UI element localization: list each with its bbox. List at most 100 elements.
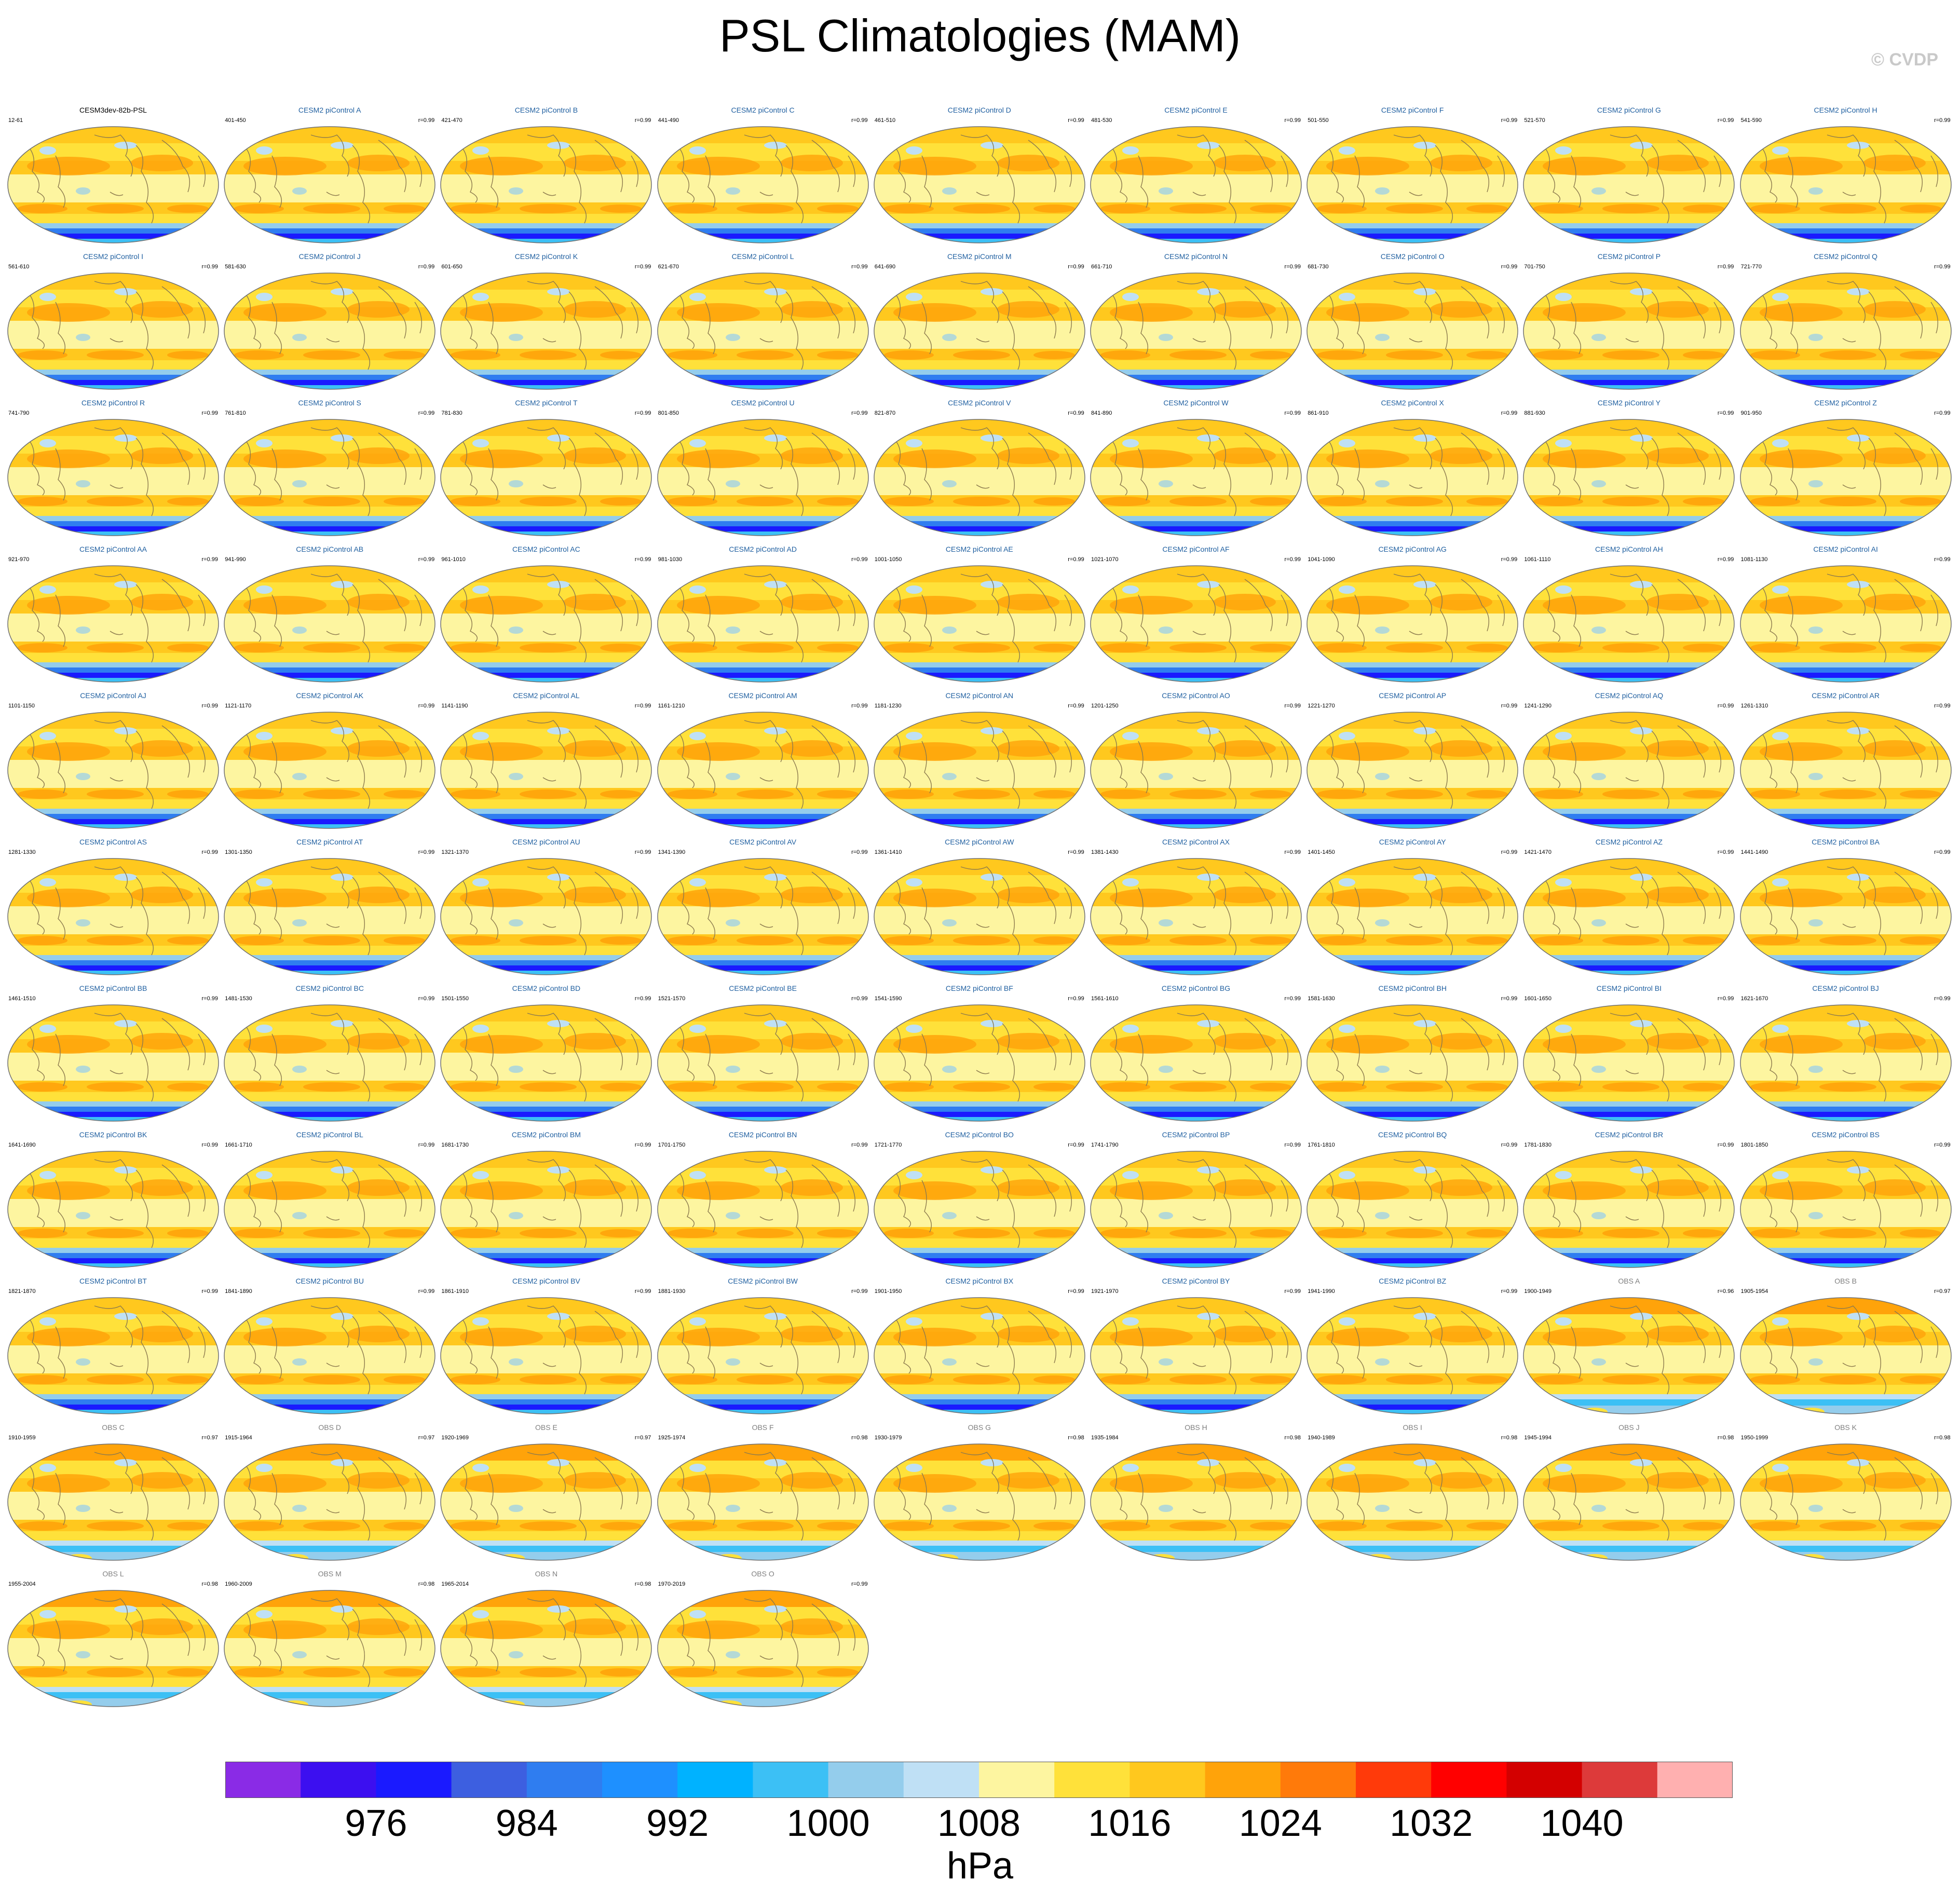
panel-years: 421-470 bbox=[441, 117, 462, 124]
panel-title: CESM2 piControl BS bbox=[1812, 1130, 1880, 1139]
panel-title: CESM2 piControl B bbox=[514, 106, 578, 114]
colorbar-swatch bbox=[602, 1762, 678, 1798]
colorbar-tick-label: 984 bbox=[495, 1803, 558, 1844]
panel-title: CESM2 piControl AB bbox=[296, 545, 364, 553]
map-panel: CESM2 piControl BL 1661-1710 r=0.99 bbox=[223, 1130, 437, 1270]
psl-map bbox=[7, 1297, 219, 1414]
panel-years: 1501-1550 bbox=[441, 996, 469, 1002]
colorbar bbox=[225, 1762, 1733, 1798]
psl-map bbox=[1739, 1297, 1952, 1414]
panel-title: CESM2 piControl E bbox=[1164, 106, 1228, 114]
panel-title: CESM2 piControl AT bbox=[296, 838, 363, 846]
map-panel: CESM2 piControl AS 1281-1330 r=0.99 bbox=[6, 838, 220, 977]
panel-title: CESM2 piControl AF bbox=[1162, 545, 1230, 553]
panel-years: 1321-1370 bbox=[441, 849, 469, 855]
panel-correlation: r=0.99 bbox=[1284, 1288, 1301, 1295]
panel-correlation: r=0.99 bbox=[634, 556, 651, 563]
panel-years: 1361-1410 bbox=[874, 849, 902, 855]
panel-correlation: r=0.99 bbox=[1501, 849, 1518, 855]
psl-map bbox=[7, 1004, 219, 1122]
psl-map bbox=[1306, 272, 1518, 390]
panel-years: 1881-1930 bbox=[658, 1288, 686, 1295]
panel-title: CESM2 piControl AH bbox=[1595, 545, 1663, 553]
psl-map bbox=[657, 1590, 869, 1707]
panel-title: OBS O bbox=[751, 1570, 774, 1578]
panel-correlation: r=0.99 bbox=[418, 1142, 435, 1148]
panel-years: 901-950 bbox=[1740, 410, 1762, 416]
psl-map bbox=[1739, 272, 1952, 390]
panel-correlation: r=0.99 bbox=[1934, 703, 1951, 709]
map-panel: CESM2 piControl BI 1601-1650 r=0.99 bbox=[1522, 984, 1736, 1123]
psl-map bbox=[224, 1004, 435, 1122]
panel-years: 1965-2014 bbox=[441, 1581, 469, 1587]
panel-title: CESM2 piControl BZ bbox=[1379, 1277, 1447, 1285]
panel-title: CESM2 piControl J bbox=[298, 252, 361, 261]
panel-title: CESM2 piControl H bbox=[1814, 106, 1877, 114]
psl-map bbox=[1306, 712, 1518, 829]
psl-map bbox=[1090, 712, 1302, 829]
panel-correlation: r=0.99 bbox=[418, 264, 435, 270]
panel-title: CESM2 piControl AJ bbox=[80, 691, 146, 700]
panel-title: CESM2 piControl BF bbox=[945, 984, 1013, 992]
panel-years: 481-530 bbox=[1091, 117, 1112, 124]
panel-title: CESM2 piControl AE bbox=[945, 545, 1013, 553]
panel-correlation: r=0.97 bbox=[1934, 1288, 1951, 1295]
panel-correlation: r=0.99 bbox=[851, 849, 868, 855]
panel-title: CESM2 piControl AG bbox=[1378, 545, 1447, 553]
psl-map bbox=[874, 1151, 1085, 1268]
map-panel: CESM2 piControl AY 1401-1450 r=0.99 bbox=[1305, 838, 1519, 977]
map-panel: CESM2 piControl AA 921-970 r=0.99 bbox=[6, 545, 220, 684]
map-panel: CESM2 piControl AM 1161-1210 r=0.99 bbox=[656, 691, 870, 830]
panel-years: 1801-1850 bbox=[1740, 1142, 1768, 1148]
psl-map bbox=[440, 272, 652, 390]
map-panel: CESM2 piControl D 461-510 r=0.99 bbox=[873, 106, 1086, 245]
panel-correlation: r=0.99 bbox=[418, 410, 435, 416]
psl-map bbox=[1306, 1297, 1518, 1414]
panel-correlation: r=0.99 bbox=[851, 410, 868, 416]
psl-map bbox=[7, 1443, 219, 1561]
panel-years: 1930-1979 bbox=[874, 1435, 902, 1441]
panel-correlation: r=0.99 bbox=[1068, 1288, 1084, 1295]
map-panel: CESM2 piControl AP 1221-1270 r=0.99 bbox=[1305, 691, 1519, 830]
panel-title: CESM2 piControl BW bbox=[728, 1277, 798, 1285]
panel-title: CESM2 piControl F bbox=[1381, 106, 1444, 114]
panel-title: OBS B bbox=[1834, 1277, 1857, 1285]
map-panel: CESM2 piControl AO 1201-1250 r=0.99 bbox=[1089, 691, 1303, 830]
map-panel: CESM2 piControl U 801-850 r=0.99 bbox=[656, 399, 870, 538]
panel-title: CESM2 piControl BC bbox=[295, 984, 364, 992]
map-panel: CESM2 piControl C 441-490 r=0.99 bbox=[656, 106, 870, 245]
map-panel: CESM2 piControl AR 1261-1310 r=0.99 bbox=[1739, 691, 1953, 830]
panel-years: 1281-1330 bbox=[8, 849, 36, 855]
map-panel: CESM2 piControl BZ 1941-1990 r=0.99 bbox=[1305, 1277, 1519, 1416]
psl-map bbox=[1306, 1004, 1518, 1122]
panel-title: CESM2 piControl AX bbox=[1162, 838, 1230, 846]
panel-years: 1761-1810 bbox=[1308, 1142, 1335, 1148]
map-panel: CESM2 piControl BS 1801-1850 r=0.99 bbox=[1739, 1130, 1953, 1270]
panel-years: 1161-1210 bbox=[658, 703, 685, 709]
map-panel: CESM2 piControl AL 1141-1190 r=0.99 bbox=[439, 691, 653, 830]
panel-correlation: r=0.99 bbox=[1068, 117, 1084, 124]
psl-map bbox=[1739, 858, 1952, 975]
map-panel: CESM2 piControl BG 1561-1610 r=0.99 bbox=[1089, 984, 1303, 1123]
psl-map bbox=[7, 565, 219, 683]
panel-correlation: r=0.99 bbox=[851, 996, 868, 1002]
map-panel: CESM2 piControl S 761-810 r=0.99 bbox=[223, 399, 437, 538]
psl-map bbox=[1523, 1443, 1735, 1561]
map-panel: CESM2 piControl BM 1681-1730 r=0.99 bbox=[439, 1130, 653, 1270]
panel-title: CESM2 piControl AW bbox=[945, 838, 1014, 846]
panel-correlation: r=0.98 bbox=[634, 1581, 651, 1587]
panel-title: CESM2 piControl BX bbox=[945, 1277, 1014, 1285]
panel-correlation: r=0.99 bbox=[1501, 410, 1518, 416]
psl-map bbox=[1306, 565, 1518, 683]
panel-correlation: r=0.99 bbox=[851, 1581, 868, 1587]
colorbar-swatch bbox=[1280, 1762, 1356, 1798]
psl-map bbox=[224, 419, 435, 536]
panel-title: CESM2 piControl BH bbox=[1378, 984, 1447, 992]
panel-years: 1581-1630 bbox=[1308, 996, 1335, 1002]
map-panel: CESM2 piControl AE 1001-1050 r=0.99 bbox=[873, 545, 1086, 684]
panel-correlation: r=0.98 bbox=[851, 1435, 868, 1441]
panel-title: CESM2 piControl AL bbox=[513, 691, 580, 700]
colorbar-swatch bbox=[1431, 1762, 1507, 1798]
panel-correlation: r=0.99 bbox=[1284, 117, 1301, 124]
